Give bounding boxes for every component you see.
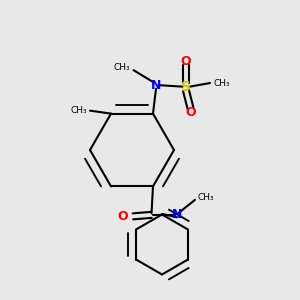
Text: O: O: [181, 55, 191, 68]
Text: CH₃: CH₃: [71, 106, 88, 115]
Text: CH₃: CH₃: [213, 79, 230, 88]
Text: N: N: [151, 79, 161, 92]
Text: O: O: [185, 106, 196, 118]
Text: CH₃: CH₃: [114, 63, 130, 72]
Text: CH₃: CH₃: [197, 193, 214, 202]
Text: S: S: [181, 80, 191, 94]
Text: O: O: [117, 210, 128, 223]
Text: N: N: [172, 208, 182, 221]
